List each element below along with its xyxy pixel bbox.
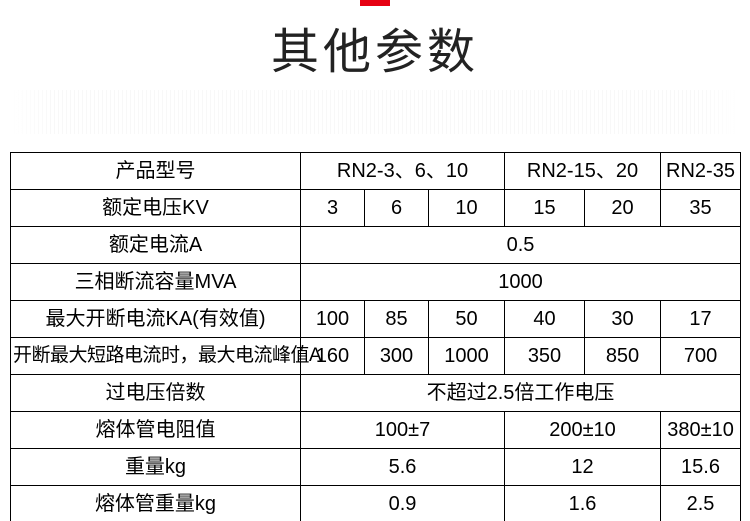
spec-table: 产品型号RN2-3、6、10RN2-15、20RN2-35额定电压KV36101… xyxy=(10,152,741,521)
cell: 50 xyxy=(429,301,505,338)
row-label: 三相断流容量MVA xyxy=(11,264,301,301)
cell: 15.6 xyxy=(661,449,741,486)
cell: 17 xyxy=(661,301,741,338)
cell: 300 xyxy=(365,338,429,375)
cell: 1.6 xyxy=(505,486,661,521)
cell: 100 xyxy=(301,301,365,338)
table-row: 额定电流A0.5 xyxy=(11,227,741,264)
cell: 100±7 xyxy=(301,412,505,449)
table-row: 熔体管电阻值100±7200±10380±10 xyxy=(11,412,741,449)
table-row: 熔体管重量kg0.91.62.5 xyxy=(11,486,741,521)
cell: 15 xyxy=(505,190,585,227)
table-row: 产品型号RN2-3、6、10RN2-15、20RN2-35 xyxy=(11,153,741,190)
cell: RN2-15、20 xyxy=(505,153,661,190)
cell: 850 xyxy=(585,338,661,375)
decorative-divider xyxy=(10,90,740,134)
cell: RN2-3、6、10 xyxy=(301,153,505,190)
cell: 1000 xyxy=(429,338,505,375)
row-label: 额定电压KV xyxy=(11,190,301,227)
row-label: 额定电流A xyxy=(11,227,301,264)
cell: 2.5 xyxy=(661,486,741,521)
cell: 35 xyxy=(661,190,741,227)
cell: RN2-35 xyxy=(661,153,741,190)
cell: 200±10 xyxy=(505,412,661,449)
cell: 10 xyxy=(429,190,505,227)
row-label: 重量kg xyxy=(11,449,301,486)
cell: 40 xyxy=(505,301,585,338)
cell: 1000 xyxy=(301,264,741,301)
cell: 350 xyxy=(505,338,585,375)
row-label: 过电压倍数 xyxy=(11,375,301,412)
cell: 0.9 xyxy=(301,486,505,521)
cell: 12 xyxy=(505,449,661,486)
cell: 5.6 xyxy=(301,449,505,486)
table-row: 最大开断电流KA(有效值)1008550403017 xyxy=(11,301,741,338)
cell: 3 xyxy=(301,190,365,227)
table-row: 过电压倍数不超过2.5倍工作电压 xyxy=(11,375,741,412)
table-row: 重量kg5.61215.6 xyxy=(11,449,741,486)
spec-table-container: 产品型号RN2-3、6、10RN2-15、20RN2-35额定电压KV36101… xyxy=(10,152,740,521)
row-label: 最大开断电流KA(有效值) xyxy=(11,301,301,338)
title-accent-bar xyxy=(360,0,390,6)
cell: 6 xyxy=(365,190,429,227)
cell: 30 xyxy=(585,301,661,338)
cell: 不超过2.5倍工作电压 xyxy=(301,375,741,412)
cell: 20 xyxy=(585,190,661,227)
row-label: 熔体管电阻值 xyxy=(11,412,301,449)
page-title: 其他参数 xyxy=(0,12,750,82)
table-row: 开断最大短路电流时，最大电流峰值A1603001000350850700 xyxy=(11,338,741,375)
cell: 0.5 xyxy=(301,227,741,264)
cell: 380±10 xyxy=(661,412,741,449)
row-label: 熔体管重量kg xyxy=(11,486,301,521)
table-row: 三相断流容量MVA1000 xyxy=(11,264,741,301)
page: 其他参数 产品型号RN2-3、6、10RN2-15、20RN2-35额定电压KV… xyxy=(0,0,750,521)
table-row: 额定电压KV3610152035 xyxy=(11,190,741,227)
cell: 85 xyxy=(365,301,429,338)
cell: 700 xyxy=(661,338,741,375)
row-label: 开断最大短路电流时，最大电流峰值A xyxy=(11,338,301,375)
row-label: 产品型号 xyxy=(11,153,301,190)
